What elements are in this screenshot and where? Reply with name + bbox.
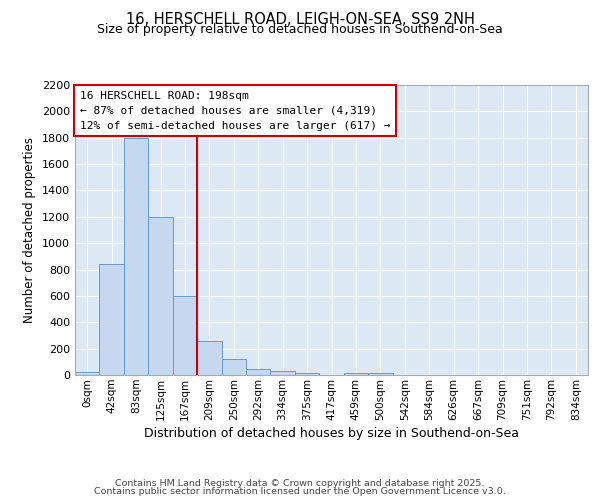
Bar: [295, 373, 319, 375]
Bar: [197, 342, 221, 375]
Bar: [344, 373, 368, 375]
Bar: [173, 296, 197, 375]
Bar: [124, 138, 148, 375]
Bar: [75, 372, 100, 375]
Bar: [246, 368, 271, 375]
Text: 16, HERSCHELL ROAD, LEIGH-ON-SEA, SS9 2NH: 16, HERSCHELL ROAD, LEIGH-ON-SEA, SS9 2N…: [125, 12, 475, 28]
Bar: [148, 217, 173, 375]
Y-axis label: Number of detached properties: Number of detached properties: [23, 137, 37, 323]
Bar: [368, 373, 392, 375]
Text: Contains public sector information licensed under the Open Government Licence v3: Contains public sector information licen…: [94, 487, 506, 496]
Bar: [100, 264, 124, 375]
Bar: [221, 358, 246, 375]
Bar: [271, 372, 295, 375]
Text: Contains HM Land Registry data © Crown copyright and database right 2025.: Contains HM Land Registry data © Crown c…: [115, 478, 485, 488]
Text: Size of property relative to detached houses in Southend-on-Sea: Size of property relative to detached ho…: [97, 22, 503, 36]
Text: 16 HERSCHELL ROAD: 198sqm
← 87% of detached houses are smaller (4,319)
12% of se: 16 HERSCHELL ROAD: 198sqm ← 87% of detac…: [80, 91, 391, 130]
X-axis label: Distribution of detached houses by size in Southend-on-Sea: Distribution of detached houses by size …: [144, 427, 519, 440]
